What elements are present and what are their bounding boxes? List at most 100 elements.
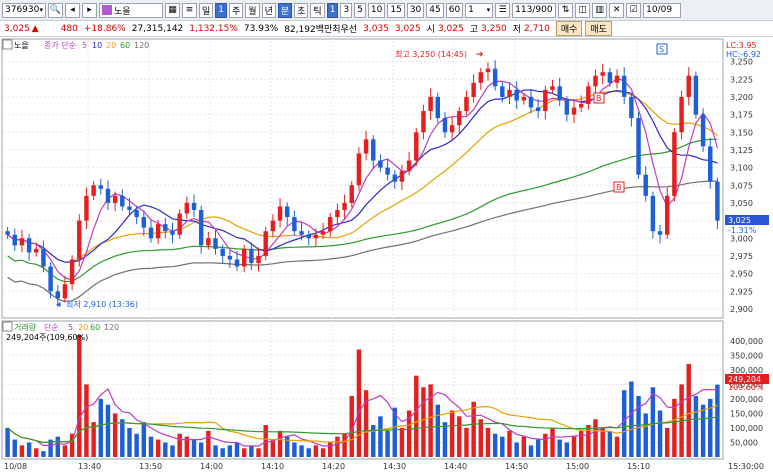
period-year-button[interactable]: 년	[261, 2, 276, 18]
volume-bar	[686, 364, 691, 457]
high-annotation: 최고 3,250 (14:45)	[395, 49, 467, 59]
candle-body	[120, 195, 125, 207]
candle-body	[306, 234, 311, 239]
interval-15-button[interactable]: 15	[387, 2, 405, 18]
candle-body	[363, 139, 369, 154]
candle-body	[26, 238, 32, 253]
count-input[interactable]: 1 ▾	[465, 2, 494, 18]
open-label: 시	[426, 25, 435, 35]
indicator-icon[interactable]: ✕	[609, 2, 625, 18]
period-minute-button[interactable]: 분	[277, 2, 293, 18]
candle-body	[700, 114, 706, 147]
candle-body	[141, 217, 147, 228]
volume-bar	[650, 387, 656, 457]
volume-bar	[184, 436, 190, 457]
interval-5-button[interactable]: 5	[354, 2, 366, 18]
volume-legend-collapse-icon[interactable]	[2, 321, 13, 332]
volume-bar	[141, 422, 147, 457]
volume-bar	[292, 442, 297, 457]
candle-body	[593, 75, 598, 87]
volume-bar	[385, 430, 390, 457]
time-tick-label: 13:40	[78, 462, 101, 471]
period-day-button[interactable]: 일	[199, 2, 214, 18]
period-day-count[interactable]: 1	[215, 2, 228, 18]
stock-chart[interactable]: 3,250 3,225 3,200 3,175 3,150 3,125 3,100 3,075…	[0, 37, 773, 475]
volume-bar	[535, 439, 541, 457]
candle-body	[277, 206, 283, 221]
period-tick-button[interactable]: 틱	[310, 2, 325, 18]
settings-icon[interactable]: ≡	[182, 2, 197, 18]
candle-body	[435, 96, 441, 119]
list-icon[interactable]: ☰	[495, 2, 511, 18]
price-change: 480	[60, 23, 78, 34]
candle-body	[507, 89, 512, 97]
interval-60-button[interactable]: 60	[445, 2, 464, 18]
volume-bar	[564, 442, 570, 457]
legend-collapse-icon[interactable]	[2, 39, 13, 50]
legend-ma10: 10	[92, 41, 102, 50]
buy-signal-marker[interactable]	[593, 92, 605, 104]
grid-icon[interactable]: ▦	[165, 2, 180, 18]
period-month-button[interactable]: 월	[245, 2, 260, 18]
volume-bar	[449, 410, 455, 457]
candle-body	[198, 210, 204, 246]
volume-bar	[213, 445, 218, 457]
candle-body	[399, 171, 405, 182]
sell-signal-marker[interactable]	[656, 43, 668, 55]
search-icon[interactable]: 🔍	[48, 2, 63, 18]
period-second-button[interactable]: 초	[294, 2, 309, 18]
price-tick-label: 3,250	[730, 58, 753, 67]
buy-signal-marker-2[interactable]	[613, 181, 625, 193]
time-tick-label: 15:00	[566, 462, 589, 471]
best-bid: 3,025	[394, 23, 421, 34]
volume-bar	[328, 442, 333, 457]
buy-button[interactable]: 매수	[555, 21, 583, 36]
sort-icon[interactable]: ⇅	[558, 2, 574, 18]
volume-ma60-line	[7, 416, 718, 444]
volume-bar	[284, 436, 290, 457]
overlay-icon[interactable]: ◫	[575, 2, 591, 18]
stock-code-input[interactable]: 376930 ▾	[2, 2, 46, 18]
volume-bar	[19, 445, 25, 457]
volume-bar	[643, 413, 648, 457]
candle-body	[428, 96, 433, 112]
calendar-check-icon[interactable]: ☑	[626, 2, 642, 18]
volume-bar	[614, 436, 620, 457]
volume-bar	[593, 419, 598, 457]
candle-body	[91, 185, 96, 196]
interval-30-button[interactable]: 30	[406, 2, 425, 18]
candle-body	[586, 86, 591, 104]
stock-name-field[interactable]: 노을	[99, 2, 163, 18]
candle-body	[335, 210, 340, 218]
price-tick-label: 3,150	[730, 128, 753, 137]
next-arrow-icon[interactable]: ▸	[82, 2, 97, 18]
compare-icon[interactable]: ▥	[592, 2, 608, 18]
candle-body	[249, 248, 254, 263]
price-tick-label: 3,075	[730, 181, 753, 190]
stock-badge-icon	[102, 5, 112, 15]
date-input[interactable]: 10/09	[643, 2, 682, 18]
interval-1-button[interactable]: 1	[326, 2, 339, 18]
interval-10-button[interactable]: 10	[367, 2, 386, 18]
candle-body	[378, 160, 383, 168]
time-tick-label: 15:30:00	[728, 462, 764, 471]
volume-bar	[406, 410, 412, 457]
candle-body	[356, 153, 362, 186]
candle-body	[98, 185, 104, 189]
legend-ma-label: 종가 단순	[44, 40, 76, 50]
volume-bar	[249, 445, 254, 457]
prev-arrow-icon[interactable]: ◂	[65, 2, 80, 18]
volume-bar	[471, 401, 476, 457]
sell-button[interactable]: 매도	[585, 21, 612, 36]
price-tick-label: 2,925	[730, 287, 753, 296]
legend-ma20: 20	[106, 41, 116, 50]
candle-body	[500, 86, 505, 97]
interval-3-button[interactable]: 3	[340, 2, 353, 18]
period-week-button[interactable]: 주	[229, 2, 244, 18]
volume-bar	[26, 442, 32, 457]
up-triangle-icon: ▲	[31, 23, 39, 34]
volume-bar	[77, 335, 82, 457]
chevron-down-icon: ▾	[39, 6, 43, 14]
candle-body	[12, 234, 17, 246]
interval-45-button[interactable]: 45	[426, 2, 444, 18]
